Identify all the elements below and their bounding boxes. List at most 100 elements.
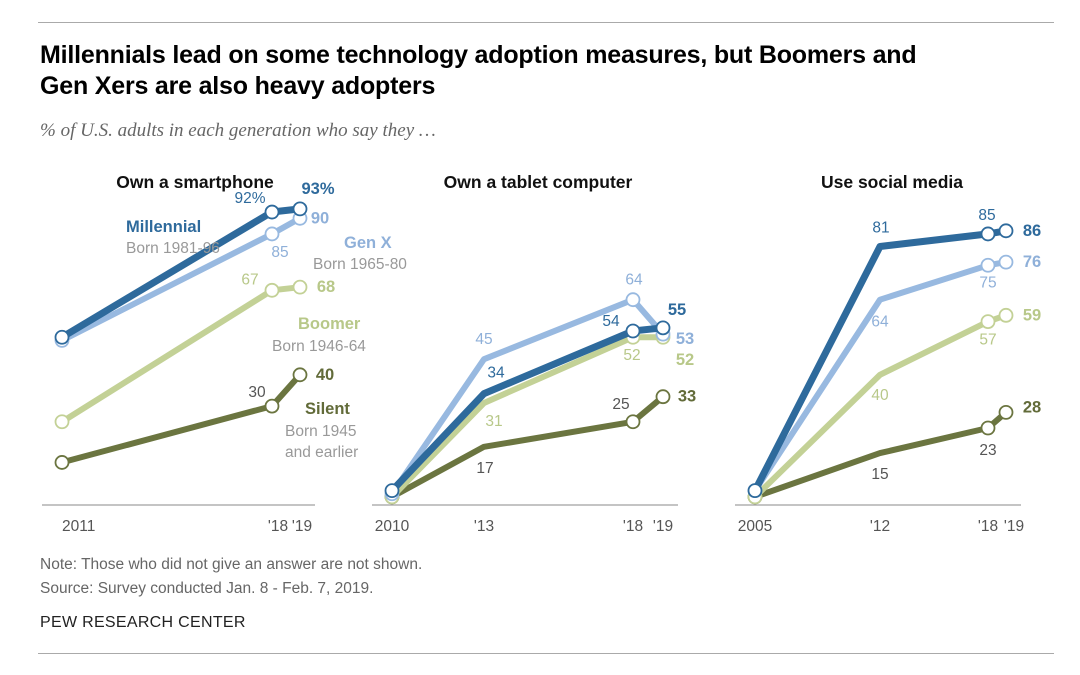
x-tick-label: '19 — [653, 518, 673, 535]
series-line-boomer — [752, 312, 1009, 500]
data-point-millennial — [747, 483, 763, 499]
panel-title-1: Own a smartphone — [116, 172, 274, 192]
data-point-millennial — [655, 320, 671, 336]
legend-genx-born: Born 1965-80 — [313, 256, 407, 273]
data-point-silent — [54, 455, 70, 470]
data-point-silent — [998, 404, 1014, 420]
data-point-millennial — [292, 201, 308, 217]
value-label-millennial: 85 — [978, 207, 995, 224]
value-label-silent: 33 — [678, 388, 696, 406]
value-label-silent: 40 — [316, 366, 334, 384]
legend-millennial-born: Born 1981-96 — [126, 240, 220, 257]
x-tick-label: '13 — [474, 518, 494, 535]
data-point-boomer — [998, 307, 1014, 323]
legend-millennial-name: Millennial — [126, 218, 201, 236]
series-line-boomer — [59, 284, 303, 425]
data-point-silent — [292, 367, 308, 383]
value-label-millennial: 54 — [602, 313, 620, 330]
chart-title-line-1: Millennials lead on some technology adop… — [40, 41, 917, 69]
value-label-genx: 53 — [676, 330, 694, 348]
value-label-genx: 75 — [979, 274, 996, 291]
legend-boomer-born: Born 1946-64 — [272, 338, 366, 355]
bottom-rule — [38, 653, 1054, 654]
value-label-genx: 45 — [475, 331, 492, 348]
series-line-silent — [389, 393, 666, 500]
value-label-millennial: 55 — [668, 301, 686, 319]
legend-genx-name: Gen X — [344, 234, 392, 252]
data-point-genx — [980, 257, 996, 273]
panel-title-2: Own a tablet computer — [444, 172, 633, 192]
data-point-boomer — [54, 414, 70, 430]
top-rule — [38, 22, 1054, 23]
x-tick-label: '18 — [268, 518, 288, 535]
data-point-millennial — [54, 329, 70, 345]
x-tick-label: '19 — [1004, 518, 1024, 535]
data-point-boomer — [264, 282, 280, 298]
value-label-genx: 64 — [871, 314, 889, 331]
chart-title-line-2: Gen Xers are also heavy adopters — [40, 72, 436, 100]
x-tick-label: 2011 — [62, 518, 95, 535]
legend-silent-born-2: and earlier — [285, 444, 358, 461]
value-label-silent: 30 — [248, 384, 266, 401]
data-point-millennial — [625, 323, 641, 339]
data-point-boomer — [980, 314, 996, 329]
note-text: Note: Those who did not give an answer a… — [40, 556, 423, 573]
series-line-millennial — [751, 227, 1010, 495]
x-tick-label: '12 — [870, 518, 890, 535]
value-label-silent: 17 — [476, 460, 493, 477]
value-label-boomer: 68 — [317, 278, 335, 296]
value-label-genx: 76 — [1023, 253, 1041, 271]
panel-title-3: Use social media — [821, 172, 963, 192]
value-label-genx: 64 — [625, 272, 643, 289]
data-point-millennial — [998, 223, 1014, 239]
chart-subtitle: % of U.S. adults in each generation who … — [40, 120, 436, 141]
chart-title: Millennials lead on some technology adop… — [40, 40, 1040, 102]
data-point-silent — [625, 414, 641, 430]
series-line-genx — [752, 259, 1009, 494]
data-point-silent — [655, 389, 671, 405]
value-label-genx: 90 — [311, 209, 329, 227]
legend-silent-born-1: Born 1945 — [285, 423, 357, 440]
series-line-silent — [752, 409, 1009, 500]
data-point-silent — [980, 420, 996, 436]
data-point-genx — [998, 254, 1014, 270]
legend-boomer-name: Boomer — [298, 315, 361, 333]
value-label-boomer: 52 — [676, 351, 694, 369]
data-point-genx — [264, 226, 280, 242]
x-tick-label: '19 — [292, 518, 312, 535]
data-point-boomer — [292, 279, 308, 295]
value-label-millennial: 86 — [1023, 222, 1041, 240]
value-label-silent: 23 — [979, 442, 996, 459]
value-label-millennial: 92% — [234, 190, 265, 207]
x-tick-label: 2010 — [375, 518, 410, 535]
value-label-millennial: 81 — [872, 219, 889, 236]
series-line-boomer — [389, 334, 666, 500]
x-tick-label: '18 — [978, 518, 998, 535]
series-line-genx — [59, 215, 303, 344]
series-line-genx — [389, 296, 666, 497]
x-tick-label: 2005 — [738, 518, 772, 535]
value-label-boomer: 40 — [871, 387, 889, 404]
source-text: Source: Survey conducted Jan. 8 - Feb. 7… — [40, 580, 374, 597]
value-label-boomer: 31 — [485, 413, 502, 430]
value-label-genx: 85 — [271, 244, 288, 261]
series-line-millennial — [388, 324, 667, 495]
data-point-genx — [625, 292, 641, 308]
value-label-boomer: 57 — [979, 332, 996, 349]
data-point-millennial — [980, 226, 996, 242]
value-label-silent: 25 — [612, 396, 629, 413]
value-label-silent: 28 — [1023, 398, 1041, 416]
value-label-boomer: 52 — [623, 347, 640, 364]
value-label-silent: 15 — [871, 466, 888, 483]
value-label-millennial: 93% — [301, 180, 334, 198]
value-label-millennial: 34 — [487, 365, 505, 382]
x-tick-label: '18 — [623, 518, 643, 535]
value-label-boomer: 59 — [1023, 306, 1041, 324]
legend-silent-name: Silent — [305, 400, 350, 418]
brand-text: PEW RESEARCH CENTER — [40, 614, 246, 631]
data-point-millennial — [264, 204, 280, 220]
data-point-millennial — [384, 483, 400, 499]
value-label-boomer: 67 — [241, 271, 258, 288]
data-point-silent — [264, 398, 280, 414]
